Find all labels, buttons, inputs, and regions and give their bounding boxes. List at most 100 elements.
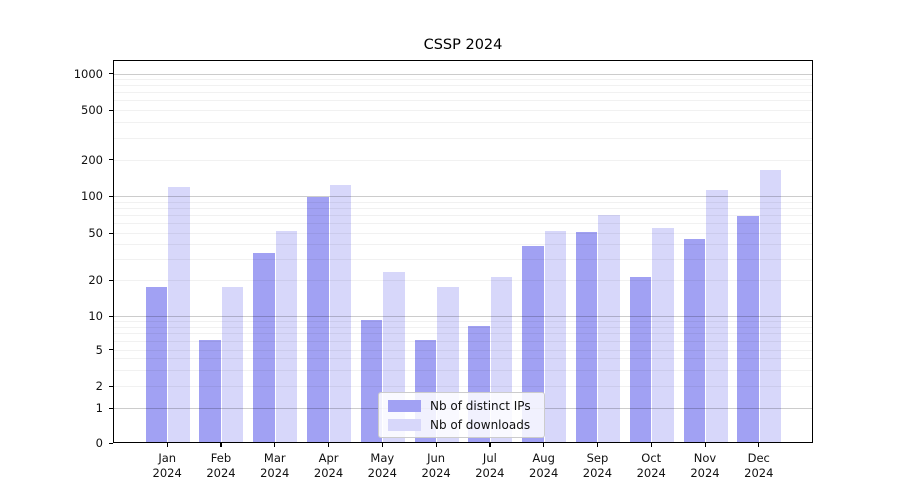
gridline-y-5 — [114, 349, 812, 351]
x-tick-mark — [596, 443, 599, 447]
bar-downloads-jan — [168, 186, 190, 442]
bar-ips-sep — [575, 232, 598, 442]
x-tick-label-dec: Dec 2024 — [744, 451, 774, 480]
gridline-y-80 — [114, 207, 812, 209]
gridline-y-7 — [114, 333, 812, 335]
x-tick-label-oct: Oct 2024 — [636, 451, 666, 480]
gridline-y-1000 — [114, 73, 812, 75]
gridline-y-40 — [114, 244, 812, 246]
gridline-y-70 — [114, 215, 812, 217]
gridline-y-300 — [114, 137, 812, 139]
y-tick-mark — [109, 349, 113, 351]
x-tick-mark — [166, 443, 168, 447]
x-tick-mark — [650, 443, 652, 447]
gridline-y-900 — [114, 79, 812, 81]
y-tick-label-100: 100 — [81, 189, 103, 203]
legend-item-distinct-ips: Nb of distinct IPs — [388, 399, 535, 413]
x-tick-mark — [328, 443, 330, 447]
legend-label-distinct-ips: Nb of distinct IPs — [430, 398, 531, 413]
legend-item-downloads: Nb of downloads — [388, 418, 535, 432]
bar-downloads-nov — [706, 189, 728, 442]
bar-ips-mar — [253, 253, 275, 442]
x-tick-label-aug: Aug 2024 — [529, 451, 559, 480]
y-tick-label-500: 500 — [81, 103, 103, 117]
bar-downloads-apr — [329, 184, 352, 442]
y-tick-mark — [109, 73, 113, 75]
y-tick-label-200: 200 — [81, 152, 103, 167]
bar-ips-nov — [683, 238, 705, 442]
gridline-y-9 — [114, 321, 812, 323]
bar-downloads-sep — [598, 214, 620, 442]
x-tick-mark — [435, 443, 437, 447]
gridline-y-3 — [114, 369, 812, 371]
legend-swatch-downloads — [388, 418, 421, 431]
gridline-y-700 — [114, 92, 812, 94]
y-tick-label-10: 10 — [88, 309, 103, 323]
y-tick-label-20: 20 — [88, 273, 103, 287]
bar-ips-may — [360, 320, 383, 442]
bar-ips-oct — [629, 276, 652, 442]
y-tick-mark — [109, 109, 113, 111]
x-tick-mark — [381, 443, 383, 447]
y-tick-label-1000: 1000 — [73, 66, 103, 81]
y-tick-mark — [109, 385, 113, 387]
gridline-y-20 — [114, 280, 812, 281]
x-tick-label-jan: Jan 2024 — [152, 451, 182, 480]
bar-downloads-oct — [652, 227, 674, 442]
gridline-y-10 — [114, 316, 812, 317]
x-tick-label-may: May 2024 — [367, 451, 397, 480]
gridline-y-2 — [114, 386, 812, 387]
y-tick-label-5: 5 — [95, 342, 103, 357]
x-tick-mark — [758, 443, 760, 447]
legend-label-downloads: Nb of downloads — [430, 417, 531, 432]
x-tick-mark — [543, 443, 545, 447]
bar-downloads-feb — [221, 287, 244, 442]
legend: Nb of distinct IPs Nb of downloads — [378, 392, 545, 438]
gridline-y-800 — [114, 85, 812, 87]
bar-downloads-aug — [544, 230, 567, 442]
bar-ips-jan — [145, 287, 168, 442]
x-tick-label-nov: Nov 2024 — [690, 451, 720, 480]
gridline-y-600 — [114, 100, 812, 102]
y-tick-mark — [109, 195, 113, 197]
y-tick-mark — [109, 407, 113, 409]
y-tick-mark — [109, 442, 113, 444]
x-tick-label-jun: Jun 2024 — [421, 451, 451, 480]
bar-ips-apr — [307, 197, 329, 442]
y-tick-mark — [109, 159, 113, 161]
x-tick-mark — [704, 443, 706, 447]
gridline-y-6 — [114, 340, 812, 342]
bar-downloads-mar — [275, 230, 298, 442]
y-tick-label-0: 0 — [95, 436, 103, 450]
y-tick-label-1: 1 — [95, 401, 103, 415]
plot-area — [113, 60, 813, 443]
bar-ips-feb — [199, 339, 221, 442]
gridline-y-60 — [114, 223, 812, 225]
chart-title: CSSP 2024 — [423, 37, 503, 53]
x-tick-mark — [489, 443, 491, 447]
bar-downloads-dec — [759, 170, 782, 442]
gridline-y-200 — [114, 159, 812, 161]
legend-swatch-distinct-ips — [388, 399, 421, 412]
gridline-y-4 — [114, 358, 812, 360]
gridline-y-400 — [114, 122, 812, 124]
x-tick-label-feb: Feb 2024 — [206, 451, 236, 480]
gridline-y-500 — [114, 110, 812, 111]
gridline-y-30 — [114, 259, 812, 261]
bar-ips-dec — [737, 215, 759, 442]
y-tick-label-2: 2 — [95, 379, 103, 393]
x-tick-label-sep: Sep 2024 — [582, 451, 613, 480]
x-tick-label-apr: Apr 2024 — [313, 451, 344, 480]
gridline-y-100 — [114, 196, 812, 197]
y-tick-mark — [109, 232, 113, 234]
x-tick-mark — [220, 443, 222, 447]
gridline-y-8 — [114, 326, 812, 328]
gridline-y-50 — [114, 233, 812, 234]
y-tick-label-50: 50 — [88, 226, 103, 240]
x-tick-label-jul: Jul 2024 — [475, 451, 505, 480]
y-tick-mark — [109, 279, 113, 281]
x-tick-mark — [274, 443, 276, 447]
y-tick-mark — [109, 315, 113, 317]
gridline-y-90 — [114, 201, 812, 203]
